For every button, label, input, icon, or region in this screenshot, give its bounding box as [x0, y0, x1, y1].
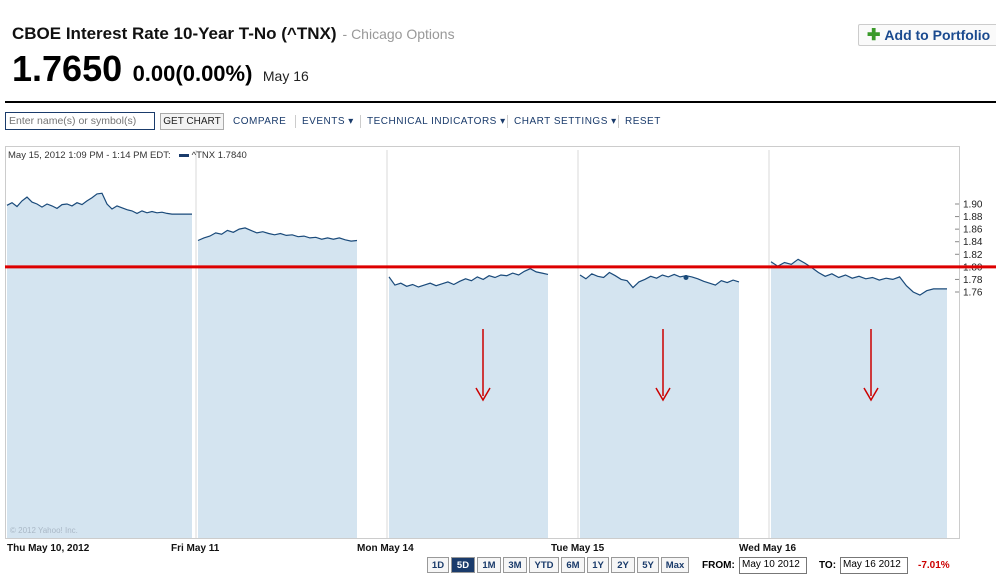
x-tick-label: Mon May 14 — [357, 543, 414, 554]
range-button-1d[interactable]: 1D — [427, 557, 449, 573]
toolbar-separator — [295, 115, 296, 128]
series-line-2 — [197, 227, 358, 242]
legend-swatch — [178, 153, 189, 157]
annotation-arrow-head — [475, 387, 491, 402]
chart-toolbar: GET CHART COMPARE EVENTS ▾ TECHNICAL IND… — [5, 111, 996, 133]
from-label: FROM: — [702, 560, 735, 571]
y-tick-label: 1.90 — [963, 200, 983, 211]
y-tick-label: 1.86 — [963, 225, 983, 236]
series-area-4 — [580, 272, 739, 538]
series-line-4 — [579, 271, 740, 289]
y-tick-label: 1.88 — [963, 212, 983, 223]
series-area-5 — [771, 259, 947, 538]
quote-title: CBOE Interest Rate 10-Year T-No (^TNX) — [12, 24, 337, 43]
y-tick-label: 1.84 — [963, 237, 983, 248]
to-date-input[interactable]: May 16 2012 — [840, 557, 908, 574]
y-tick-label: 1.76 — [963, 288, 983, 299]
reset-button[interactable]: RESET — [625, 116, 661, 127]
y-tick-label: 1.82 — [963, 250, 983, 261]
annotation-arrow-head — [863, 387, 879, 402]
series-line-3 — [388, 268, 549, 288]
compare-button[interactable]: COMPARE — [233, 116, 287, 127]
last-price: 1.7650 — [12, 48, 123, 89]
y-tick-label: 1.78 — [963, 275, 983, 286]
range-button-2y[interactable]: 2Y — [611, 557, 635, 573]
to-label: TO: — [819, 560, 837, 571]
range-button-5y[interactable]: 5Y — [637, 557, 659, 573]
range-performance: -7.01% — [918, 560, 950, 571]
range-button-5d[interactable]: 5D — [451, 557, 475, 573]
add-to-portfolio-label: Add to Portfolio — [884, 27, 991, 43]
chart-settings-menu[interactable]: CHART SETTINGS ▾ — [514, 116, 617, 127]
get-chart-button[interactable]: GET CHART — [160, 113, 224, 130]
plus-icon: ✚ — [867, 27, 881, 44]
legend-time: May 15, 2012 1:09 PM - 1:14 PM EDT: — [8, 150, 171, 161]
chart-legend: May 15, 2012 1:09 PM - 1:14 PM EDT: ^TNX … — [8, 150, 247, 161]
series-line-1 — [6, 192, 192, 215]
events-menu[interactable]: EVENTS ▾ — [302, 116, 354, 127]
series-line-5 — [770, 258, 947, 296]
watermark: © 2012 Yahoo! Inc. — [10, 526, 78, 535]
range-button-max[interactable]: Max — [661, 557, 689, 573]
technical-indicators-menu[interactable]: TECHNICAL INDICATORS ▾ — [367, 116, 506, 127]
quote-date: May 16 — [262, 68, 309, 84]
series-area-1 — [7, 193, 192, 539]
toolbar-separator — [618, 115, 619, 128]
price-change: 0.00 — [132, 61, 176, 86]
symbol-input[interactable] — [5, 112, 155, 130]
exchange-name: - Chicago Options — [342, 26, 455, 42]
series-area-3 — [389, 268, 548, 538]
range-button-6m[interactable]: 6M — [561, 557, 585, 573]
add-to-portfolio-button[interactable]: ✚ Add to Portfolio — [858, 24, 996, 46]
price-change-pct: (0.00%) — [175, 61, 253, 86]
range-button-ytd[interactable]: YTD — [529, 557, 559, 573]
header-divider — [5, 101, 996, 103]
chart-frame — [5, 146, 960, 539]
x-tick-label: Tue May 15 — [551, 543, 605, 554]
x-tick-label: Wed May 16 — [739, 543, 796, 554]
legend-series: ^TNX 1.7840 — [191, 150, 247, 161]
x-tick-label: Thu May 10, 2012 — [7, 543, 90, 554]
from-date-input[interactable]: May 10 2012 — [739, 557, 807, 574]
page-title: CBOE Interest Rate 10-Year T-No (^TNX) - … — [12, 24, 455, 44]
toolbar-separator — [507, 115, 508, 128]
series-area-2 — [198, 227, 357, 538]
range-button-1m[interactable]: 1M — [477, 557, 501, 573]
annotation-arrow-head — [655, 387, 671, 402]
hover-point — [683, 275, 689, 281]
range-button-3m[interactable]: 3M — [503, 557, 527, 573]
x-tick-label: Fri May 11 — [171, 543, 220, 554]
toolbar-separator — [360, 115, 361, 128]
range-button-1y[interactable]: 1Y — [587, 557, 609, 573]
price-row: 1.7650 0.00(0.00%) May 16 — [12, 48, 309, 90]
